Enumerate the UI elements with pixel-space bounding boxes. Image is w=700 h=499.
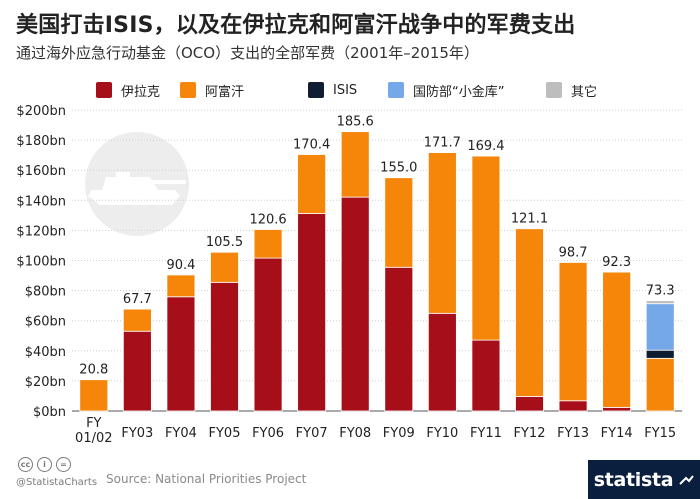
bar-segment xyxy=(166,296,196,412)
y-tick-label: $140bn xyxy=(16,194,66,209)
legend: 伊拉克 阿富汗 ISIS 国防部“小金库” 其它 xyxy=(96,80,696,100)
legend-swatch-other xyxy=(546,82,562,98)
no-derivatives-icon: = xyxy=(56,457,71,472)
bar-segment xyxy=(471,339,501,412)
x-tick-label: FY04 xyxy=(165,426,197,441)
tank-icon xyxy=(85,132,189,236)
legend-swatch-afghanistan xyxy=(180,82,196,98)
statista-logo[interactable]: statista xyxy=(588,460,700,499)
footer: cc i = @StatistaCharts Source: National … xyxy=(0,452,700,499)
attribution-icon: i xyxy=(37,457,52,472)
y-tick-label: $120bn xyxy=(16,224,66,239)
legend-swatch-iraq xyxy=(96,82,112,98)
bar-segment xyxy=(645,349,675,359)
x-tick-label: FY10 xyxy=(426,426,458,441)
y-tick-label: $100bn xyxy=(16,255,66,270)
bar-total-label: 105.5 xyxy=(206,235,243,250)
bar-segment xyxy=(427,152,457,314)
bar-segment xyxy=(384,266,414,412)
bar-segment xyxy=(558,400,588,412)
y-tick-label: $80bn xyxy=(25,285,66,300)
bar-segment xyxy=(253,229,283,259)
legend-label-other: 其它 xyxy=(571,84,598,100)
bar-total-label: 73.3 xyxy=(646,284,675,299)
x-tick-label: FY03 xyxy=(121,426,153,441)
bar-segment xyxy=(602,406,632,412)
y-tick-label: $60bn xyxy=(25,315,66,330)
x-tick-label: FY14 xyxy=(601,426,633,441)
statista-mark-icon xyxy=(679,474,695,485)
y-tick-label: $180bn xyxy=(16,134,66,149)
cc-icon: cc xyxy=(18,457,33,472)
bar-segment xyxy=(515,228,544,397)
legend-label-afghanistan: 阿富汗 xyxy=(205,84,245,100)
y-tick-label: $20bn xyxy=(25,375,66,390)
brand-text: statista xyxy=(593,468,674,491)
legend-label-iraq: 伊拉克 xyxy=(121,84,161,100)
bar-segment xyxy=(253,257,283,412)
legend-swatch-isis xyxy=(308,82,324,98)
bar-segment xyxy=(122,308,152,332)
bar-total-label: 20.8 xyxy=(79,363,108,378)
bar-total-label: 121.1 xyxy=(511,212,548,227)
bar-segment xyxy=(645,300,675,305)
bar-segment xyxy=(602,271,632,408)
bar-segment xyxy=(79,379,109,412)
legend-item-dod-slush-fund: 国防部“小金库” xyxy=(388,80,504,100)
bar-total-label: 90.4 xyxy=(166,258,195,273)
bar-segment xyxy=(471,155,501,341)
legend-label-dod-slush-fund: 国防部“小金库” xyxy=(413,84,505,100)
y-tick-label: $200bn xyxy=(16,104,66,119)
bar-total-label: 171.7 xyxy=(424,136,461,151)
bar-segment xyxy=(297,154,327,214)
bar-segment xyxy=(427,312,457,412)
bar-total-label: 170.4 xyxy=(293,138,330,153)
legend-item-isis: ISIS xyxy=(308,80,357,100)
bar-total-label: 155.0 xyxy=(380,161,417,176)
y-tick-label: $160bn xyxy=(16,164,66,179)
license-icons: cc i = xyxy=(18,457,75,472)
bar-segment xyxy=(558,262,588,402)
x-tick-label: FY07 xyxy=(296,426,328,441)
bar-segment xyxy=(122,330,152,412)
x-tick-label: FY15 xyxy=(644,426,676,441)
legend-label-isis: ISIS xyxy=(333,82,358,98)
legend-item-iraq: 伊拉克 xyxy=(96,80,160,100)
y-tick-label: $40bn xyxy=(25,345,66,360)
chart-subtitle: 通过海外应急行动基金（OCO）支出的全部军费（2001年–2015年） xyxy=(16,44,479,62)
x-tick-label: FY13 xyxy=(557,426,589,441)
bar-segment xyxy=(645,357,675,412)
bar-total-label: 98.7 xyxy=(559,245,588,260)
bar-segment xyxy=(297,213,327,412)
bar-total-label: 67.7 xyxy=(123,292,152,307)
bar-total-label: 185.6 xyxy=(337,115,374,130)
bar-segment xyxy=(384,177,414,268)
x-tick-label: FY09 xyxy=(383,426,415,441)
bar-total-label: 169.4 xyxy=(467,139,504,154)
x-tick-label: FY06 xyxy=(252,426,284,441)
x-tick-label: FY11 xyxy=(470,426,502,441)
bar-total-label: 120.6 xyxy=(249,212,286,227)
bar-segment xyxy=(340,196,370,412)
bar-segment xyxy=(645,303,675,351)
bar-total-label: 92.3 xyxy=(602,255,631,270)
legend-item-other: 其它 xyxy=(546,80,597,100)
x-tick-label: FY08 xyxy=(339,426,371,441)
x-tick-label: FY05 xyxy=(209,426,241,441)
bar-segment xyxy=(515,396,544,412)
bar-segment xyxy=(210,281,239,412)
y-tick-label: $0bn xyxy=(33,405,66,420)
x-tick-label: FY 01/02 xyxy=(75,416,112,446)
bar-segment xyxy=(340,131,370,198)
chart-title: 美国打击ISIS，以及在伊拉克和阿富汗战争中的军费支出 xyxy=(16,13,576,38)
source-note: Source: National Priorities Project xyxy=(106,472,307,486)
stacked-bar-chart: $0bn $20bn $40bn $60bn $80bn $100bn $120bn $140… xyxy=(16,104,682,446)
legend-item-afghanistan: 阿富汗 xyxy=(180,80,244,100)
bar-segment xyxy=(166,274,196,298)
x-tick-label: FY12 xyxy=(514,426,546,441)
social-handle: @StatistaCharts xyxy=(16,477,98,488)
legend-swatch-dod-slush-fund xyxy=(388,82,404,98)
bar-segment xyxy=(210,251,239,283)
